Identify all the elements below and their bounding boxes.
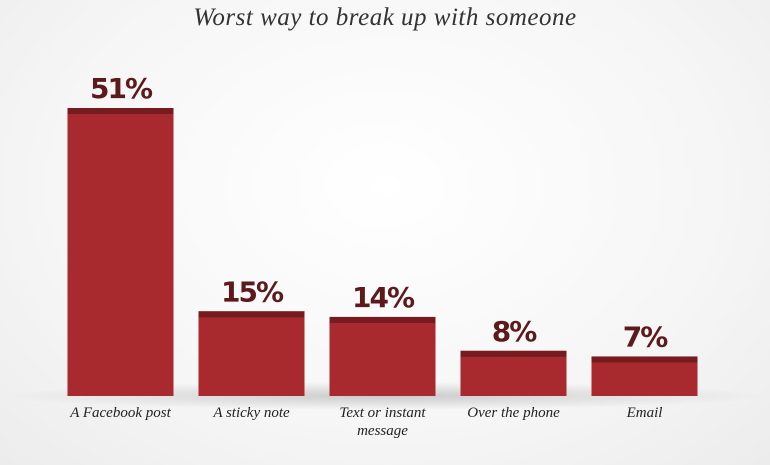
bar-cap [67,108,174,114]
bar [198,311,305,396]
value-label: 14% [352,281,415,314]
x-tick-label: A Facebook post [70,405,171,421]
x-tick-label: A sticky note [213,405,290,421]
bar-cap [198,311,305,318]
bar-cap [460,350,567,357]
x-tick-label: Text or instant message [339,405,426,439]
value-label: 7% [623,320,668,353]
value-label: 51% [90,72,153,105]
value-label: 15% [221,275,284,308]
x-tick-label: Email [626,405,663,421]
bar-cap [329,316,436,323]
chart-title: Worst way to break up with someone [193,4,577,31]
bar [67,108,174,396]
x-tick-label: Over the phone [467,405,560,421]
value-label: 8% [492,315,537,348]
bar [460,350,567,396]
bar [591,356,698,396]
bar [329,316,436,396]
bar-cap [591,356,698,363]
